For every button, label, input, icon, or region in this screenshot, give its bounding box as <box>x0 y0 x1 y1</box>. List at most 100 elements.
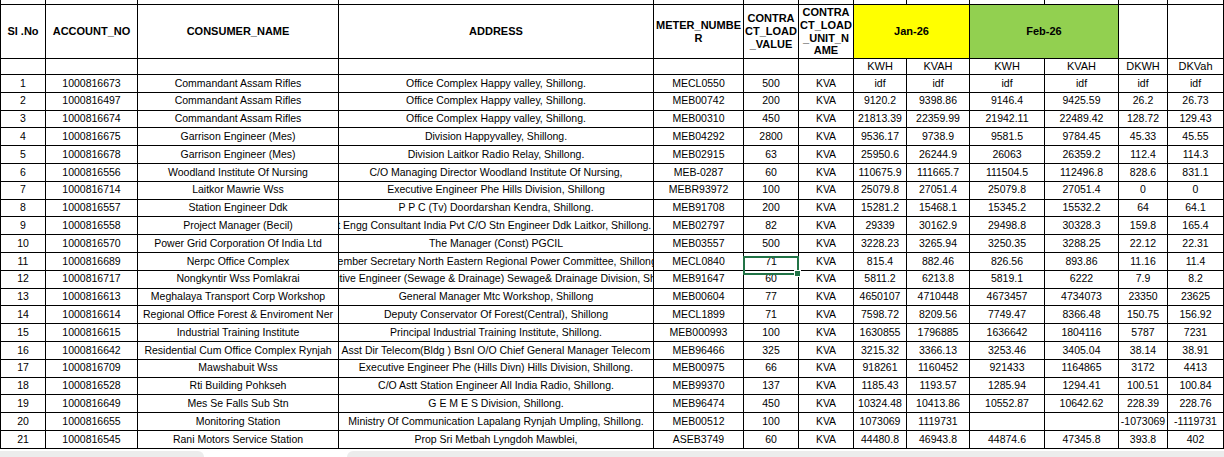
cell-dkvah[interactable]: 165.4 <box>1168 217 1224 235</box>
cell-feb-kvah[interactable]: 893.86 <box>1045 253 1119 271</box>
cell-meter-number[interactable]: MEB96474 <box>654 395 744 413</box>
cell-dkwh[interactable]: 23350 <box>1119 289 1168 307</box>
cell-contract-load-unit-name[interactable]: KVA <box>799 182 854 200</box>
cell-contract-load-value[interactable]: 500 <box>744 235 799 253</box>
cell-dkwh[interactable]: 150.75 <box>1119 306 1168 324</box>
cell-feb-kvah[interactable]: 27051.4 <box>1045 182 1119 200</box>
cell-jan-kwh[interactable]: 25079.8 <box>854 182 907 200</box>
cell-jan-kwh[interactable]: 44480.8 <box>854 431 907 449</box>
cell-sl-no[interactable]: 12 <box>1 271 46 289</box>
cell-meter-number[interactable]: MECL1899 <box>654 306 744 324</box>
cell-feb-kwh[interactable]: 3253.46 <box>970 342 1045 360</box>
cell-meter-number[interactable]: ASEB3749 <box>654 431 744 449</box>
cell-contract-load-unit-name[interactable]: KVA <box>799 128 854 146</box>
col-header-empty-dkvah[interactable] <box>1168 5 1224 59</box>
cell-dkwh[interactable]: 828.6 <box>1119 164 1168 182</box>
cell-feb-kvah[interactable]: 10642.62 <box>1045 395 1119 413</box>
cell-contract-load-unit-name[interactable]: KVA <box>799 378 854 396</box>
cell-dkwh[interactable]: 22.12 <box>1119 235 1168 253</box>
cell-contract-load-unit-name[interactable]: KVA <box>799 93 854 111</box>
cell-jan-kwh[interactable]: 10324.48 <box>854 395 907 413</box>
cell-feb-kwh[interactable]: 1636642 <box>970 324 1045 342</box>
cell-jan-kvah[interactable]: 30162.9 <box>907 217 970 235</box>
cell-consumer-name[interactable]: Power Grid Corporation Of India Ltd <box>138 235 339 253</box>
cell-dkwh[interactable]: 100.51 <box>1119 378 1168 396</box>
cell-account-no[interactable]: 1000816642 <box>46 342 138 360</box>
cell-address[interactable]: The Manager (Const) PGCIL <box>339 235 654 253</box>
cell-sl-no[interactable]: 7 <box>1 182 46 200</box>
cell-jan-kvah[interactable]: 4710448 <box>907 289 970 307</box>
cell-feb-kwh[interactable]: 921433 <box>970 360 1045 378</box>
cell-dkwh[interactable]: 7.9 <box>1119 271 1168 289</box>
cell-dkvah[interactable]: 11.4 <box>1168 253 1224 271</box>
cell-contract-load-value[interactable]: 66 <box>744 360 799 378</box>
cell-jan-kvah[interactable]: 9738.9 <box>907 128 970 146</box>
cell-jan-kwh[interactable]: 3228.23 <box>854 235 907 253</box>
cell-consumer-name[interactable]: Commandant Assam Rifles <box>138 93 339 111</box>
cell-consumer-name[interactable]: Commandant Assam Rifles <box>138 111 339 129</box>
cell-feb-kwh[interactable]: 26063 <box>970 146 1045 164</box>
cell-feb-kvah[interactable] <box>1045 413 1119 431</box>
subheader-empty[interactable] <box>1 59 46 75</box>
cell-contract-load-value[interactable]: 77 <box>744 289 799 307</box>
cell-account-no[interactable]: 1000816615 <box>46 324 138 342</box>
cell-jan-kvah[interactable]: 6213.8 <box>907 271 970 289</box>
cell-address[interactable]: Office Complex Happy valley, Shillong. <box>339 75 654 93</box>
cell-meter-number[interactable]: MEB91647 <box>654 271 744 289</box>
cell-jan-kwh[interactable]: 9536.17 <box>854 128 907 146</box>
cell-address[interactable]: Executive Engineer Phe Hills Division, S… <box>339 182 654 200</box>
cell-sl-no[interactable]: 11 <box>1 253 46 271</box>
cell-dkvah[interactable]: 38.91 <box>1168 342 1224 360</box>
cell-meter-number[interactable]: MEB96466 <box>654 342 744 360</box>
cell-feb-kvah[interactable]: 30328.3 <box>1045 217 1119 235</box>
cell-jan-kwh[interactable]: 110675.9 <box>854 164 907 182</box>
cell-feb-kvah[interactable]: 15532.2 <box>1045 200 1119 218</box>
cell-sl-no[interactable]: 20 <box>1 413 46 431</box>
cell-feb-kwh[interactable]: 9581.5 <box>970 128 1045 146</box>
cell-meter-number[interactable]: MEB-0287 <box>654 164 744 182</box>
col-header-sl-no[interactable]: Sl .No <box>1 5 46 59</box>
cell-contract-load-unit-name[interactable]: KVA <box>799 413 854 431</box>
subheader-jan-kwh[interactable]: KWH <box>854 59 907 75</box>
cell-jan-kwh[interactable]: 21813.39 <box>854 111 907 129</box>
cell-jan-kvah[interactable]: 46943.8 <box>907 431 970 449</box>
cell-dkvah[interactable]: 228.76 <box>1168 395 1224 413</box>
cell-sl-no[interactable]: 17 <box>1 360 46 378</box>
cell-address[interactable]: Principal Industrial Training Institute,… <box>339 324 654 342</box>
cell-dkwh[interactable]: 159.8 <box>1119 217 1168 235</box>
col-header-consumer-name[interactable]: CONSUMER_NAME <box>138 5 339 59</box>
cell-jan-kwh[interactable]: 9120.2 <box>854 93 907 111</box>
cell-dkvah[interactable]: 129.43 <box>1168 111 1224 129</box>
cell-contract-load-unit-name[interactable]: KVA <box>799 253 854 271</box>
cell-contract-load-unit-name[interactable]: KVA <box>799 146 854 164</box>
subheader-jan-kvah[interactable]: KVAH <box>907 59 970 75</box>
cell-jan-kvah[interactable]: 3366.13 <box>907 342 970 360</box>
cell-consumer-name[interactable]: Woodland Institute Of Nursing <box>138 164 339 182</box>
cell-dkwh[interactable]: 26.2 <box>1119 93 1168 111</box>
cell-feb-kvah[interactable]: 1804116 <box>1045 324 1119 342</box>
cell-account-no[interactable]: 1000816655 <box>46 413 138 431</box>
subheader-feb-kvah[interactable]: KVAH <box>1045 59 1119 75</box>
cell-contract-load-value[interactable]: 2800 <box>744 128 799 146</box>
cell-jan-kvah[interactable]: 8209.56 <box>907 306 970 324</box>
cell-dkwh[interactable]: 3172 <box>1119 360 1168 378</box>
cell-jan-kvah[interactable]: 22359.99 <box>907 111 970 129</box>
cell-account-no[interactable]: 1000816557 <box>46 200 138 218</box>
cell-account-no[interactable]: 1000816556 <box>46 164 138 182</box>
cell-meter-number[interactable]: MEB04292 <box>654 128 744 146</box>
cell-contract-load-value[interactable]: 200 <box>744 200 799 218</box>
cell-jan-kwh[interactable]: 1073069 <box>854 413 907 431</box>
cell-jan-kvah[interactable]: 15468.1 <box>907 200 970 218</box>
cell-address[interactable]: C/O Managing Director Woodland Institute… <box>339 164 654 182</box>
cell-feb-kvah[interactable]: 26359.2 <box>1045 146 1119 164</box>
cell-account-no[interactable]: 1000816545 <box>46 431 138 449</box>
cell-consumer-name[interactable]: Monitoring Station <box>138 413 339 431</box>
cell-feb-kwh[interactable]: idf <box>970 75 1045 93</box>
cell-sl-no[interactable]: 18 <box>1 378 46 396</box>
cell-jan-kvah[interactable]: idf <box>907 75 970 93</box>
cell-contract-load-value[interactable]: 100 <box>744 324 799 342</box>
cell-meter-number[interactable]: MEB99370 <box>654 378 744 396</box>
cell-consumer-name[interactable]: Rani Motors Service Station <box>138 431 339 449</box>
cell-feb-kwh[interactable]: 44874.6 <box>970 431 1045 449</box>
cell-feb-kvah[interactable]: 6222 <box>1045 271 1119 289</box>
